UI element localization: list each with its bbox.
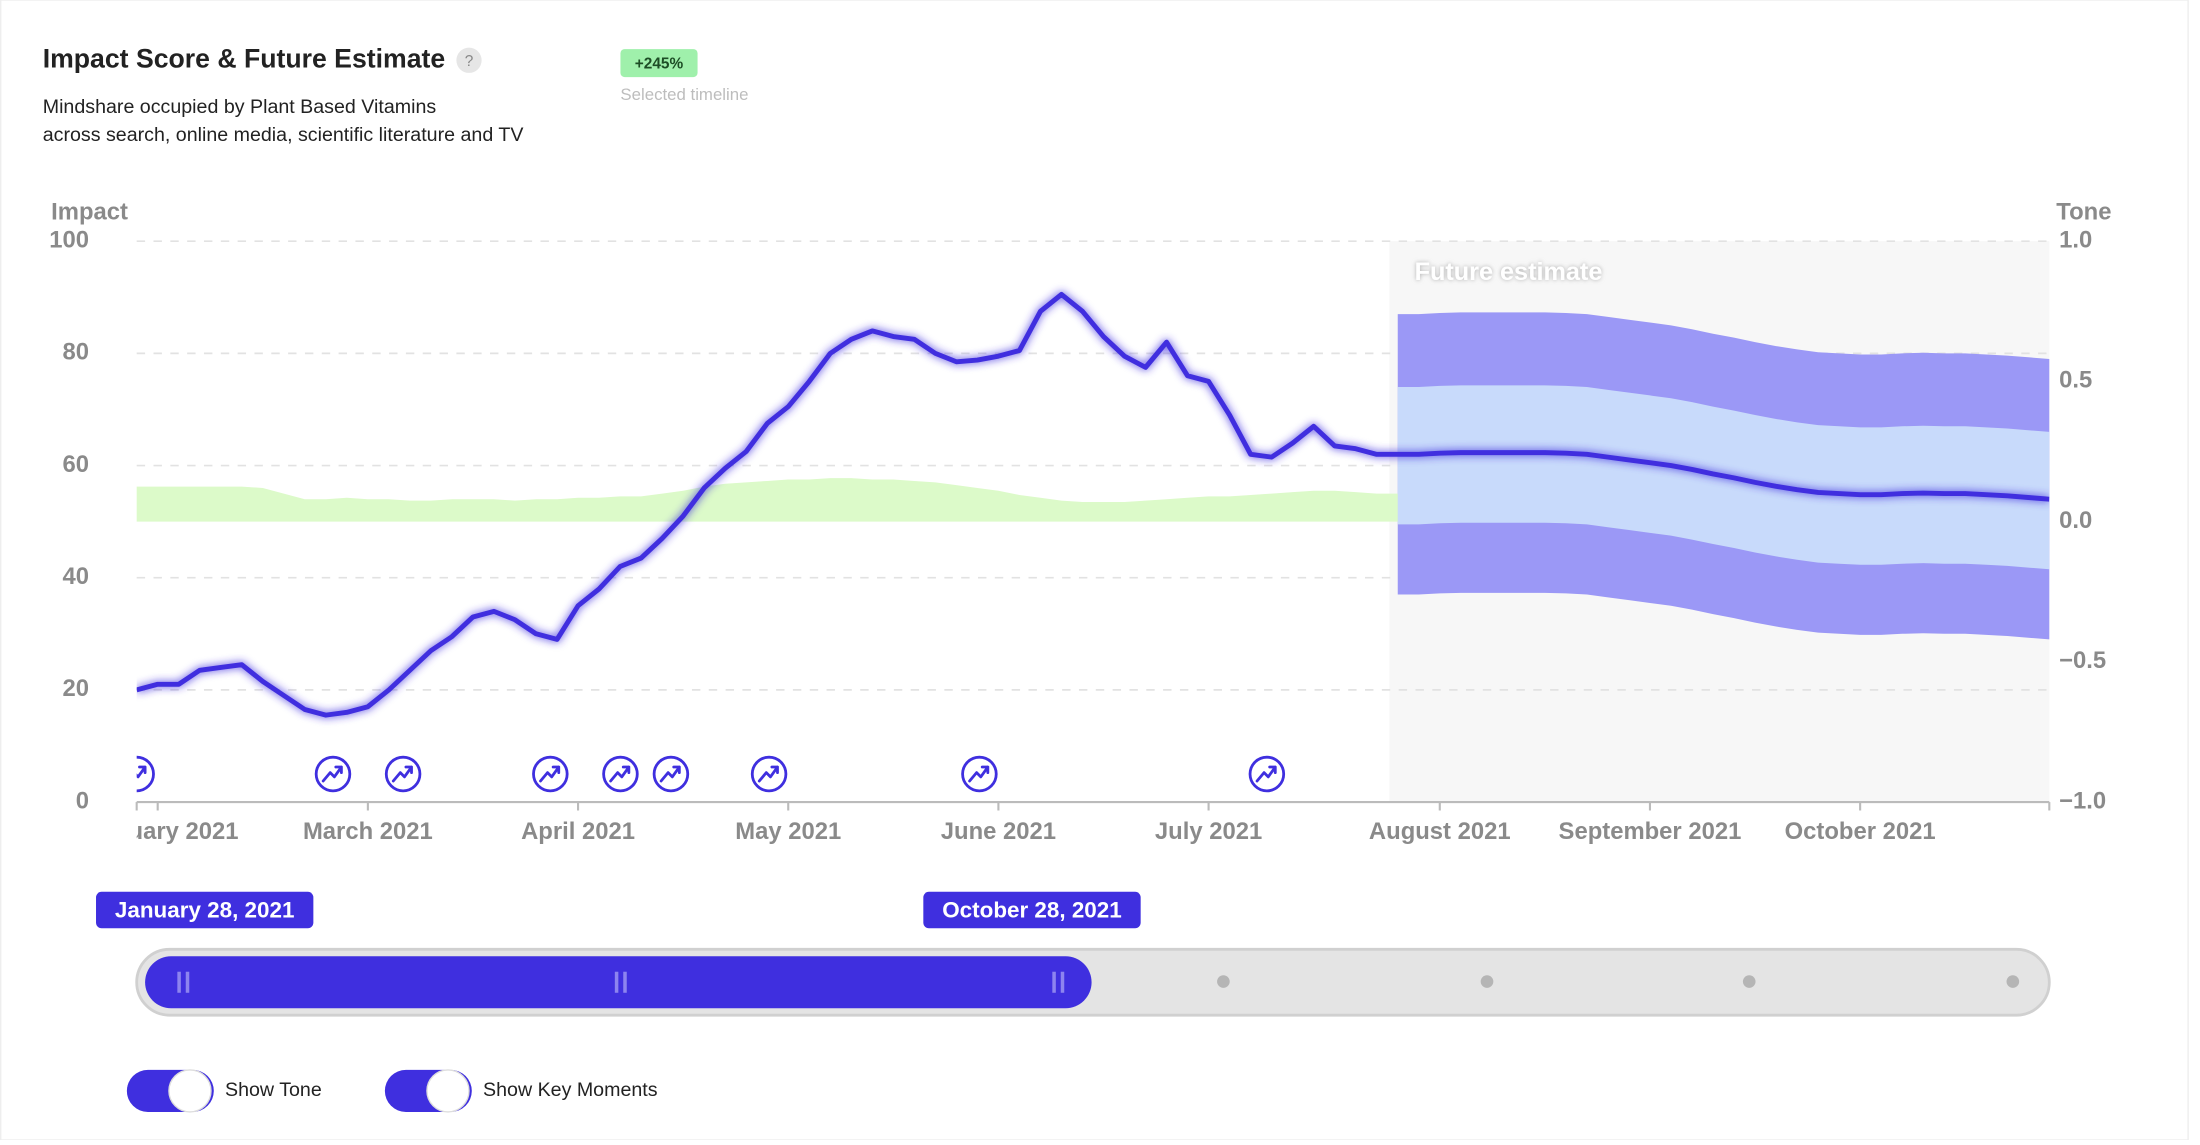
- key-moment-glyph: [1255, 765, 1277, 783]
- key-moment[interactable]: [750, 755, 788, 793]
- range-start-badge: [96, 891, 314, 929]
- y-tick-label: 80: [62, 339, 89, 366]
- change-caption: Selected timeline: [620, 85, 748, 104]
- tone-area: [136, 478, 1398, 522]
- subtitle-line: Mindshare occupied by Plant Based Vitami…: [43, 96, 437, 118]
- x-tick-label: May 2021: [735, 818, 841, 845]
- key-moment[interactable]: [652, 755, 690, 793]
- key-moment-glyph: [659, 765, 681, 783]
- y-tick-label: 0: [76, 787, 89, 814]
- title: Impact Score & Future Estimate: [43, 43, 445, 73]
- x-tick-label: April 2021: [521, 818, 635, 845]
- future-annotation: Future estimate: [1415, 258, 1603, 286]
- key-moment-glyph: [391, 765, 413, 783]
- y-axis-label: Impact: [51, 198, 128, 225]
- key-moment[interactable]: [120, 755, 155, 793]
- toggle-label[interactable]: Show Key Moments: [483, 1079, 658, 1101]
- subtitle-line: across search, online media, scientific …: [43, 124, 524, 146]
- x-tick-label: July 2021: [1155, 818, 1262, 845]
- key-moment-glyph: [539, 765, 561, 783]
- key-moments: [120, 755, 1286, 793]
- x-tick-label: March 2021: [303, 818, 433, 845]
- y2-tick-label: −1.0: [2059, 787, 2106, 814]
- toggle-knob[interactable]: [168, 1069, 212, 1113]
- key-moment-glyph: [609, 765, 631, 783]
- y2-axis-label: Tone: [2056, 198, 2111, 225]
- key-moment[interactable]: [532, 755, 569, 793]
- toggle-knob[interactable]: [426, 1069, 470, 1113]
- y2-tick-label: −0.5: [2059, 647, 2106, 674]
- y-tick-label: 20: [62, 675, 89, 702]
- toggle-label[interactable]: Show Tone: [225, 1079, 322, 1101]
- x-axis: February 2021 March 2021 April 2021 May 202…: [77, 802, 1936, 845]
- y-tick-label: 40: [62, 563, 89, 590]
- y-tick-label: 60: [62, 451, 89, 478]
- key-moment-glyph: [757, 765, 779, 783]
- help-icon-bg[interactable]: [456, 47, 482, 73]
- y2-tick-label: 0.5: [2059, 367, 2092, 394]
- key-moment[interactable]: [384, 755, 422, 793]
- x-tick-label: August 2021: [1369, 818, 1511, 845]
- x-tick-label: February 2021: [77, 818, 239, 845]
- y-tick-label: 100: [49, 226, 89, 253]
- key-moment[interactable]: [1248, 755, 1286, 793]
- key-moment-glyph: [321, 765, 343, 783]
- key-moment[interactable]: [602, 755, 639, 793]
- impact-line: [136, 292, 2050, 718]
- x-tick-label: October 2021: [1785, 818, 1936, 845]
- key-moment[interactable]: [961, 755, 998, 793]
- range-end-badge: [923, 891, 1141, 929]
- x-tick-label: June 2021: [941, 818, 1056, 845]
- key-moment-glyph: [968, 765, 990, 783]
- change-badge: +245%: [635, 56, 684, 73]
- key-moment[interactable]: [314, 755, 352, 793]
- y2-tick-label: 0.0: [2059, 507, 2092, 534]
- range-start: January 28, 2021: [115, 897, 295, 922]
- range-end: October 28, 2021: [942, 897, 1121, 922]
- x-tick-label: September 2021: [1559, 818, 1742, 845]
- range-handles[interactable]: [177, 971, 1065, 993]
- range-dots: [1217, 975, 2020, 988]
- key-moment-glyph: [136, 765, 147, 779]
- badge-bg: [620, 49, 698, 78]
- help-icon[interactable]: ?: [465, 53, 474, 70]
- y2-tick-label: 1.0: [2059, 226, 2092, 253]
